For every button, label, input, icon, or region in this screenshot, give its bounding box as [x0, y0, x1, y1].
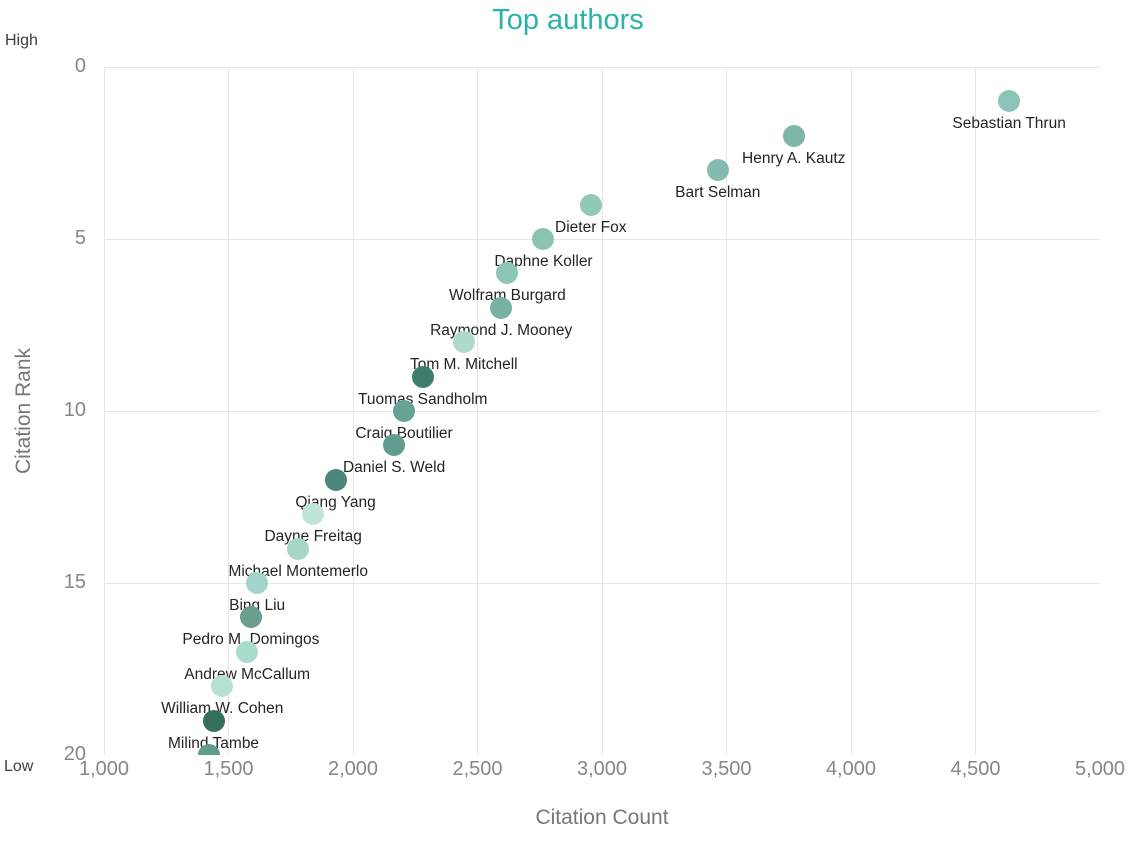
data-point[interactable]	[383, 434, 406, 457]
gridline-horizontal	[104, 67, 1100, 68]
x-axis-title: Citation Count	[535, 806, 669, 829]
data-point-label: Wolfram Burgard	[448, 287, 566, 305]
gridline-horizontal	[104, 238, 1100, 240]
data-point[interactable]	[287, 537, 310, 560]
data-point-label: Tuomas Sandholm	[357, 390, 488, 408]
data-point-label: Milind Tambe	[168, 734, 260, 752]
data-point-label: Daphne Koller	[494, 253, 593, 270]
x-axis-tick-label: 1,000	[78, 758, 130, 780]
x-axis-tick-label: 4,500	[950, 758, 1001, 780]
y-axis-tick-label: 10	[63, 399, 86, 422]
data-point-label: Craig Boutilier	[355, 425, 453, 442]
gridline-horizontal	[104, 754, 1100, 755]
data-point-label: Bart Selman	[675, 184, 761, 202]
x-axis-tick-label: 3,500	[701, 758, 752, 780]
data-point[interactable]	[998, 90, 1021, 113]
y-axis-low-label: Low	[4, 758, 34, 775]
data-point[interactable]	[452, 331, 475, 354]
data-point-label: Daniel S. Weld	[342, 459, 446, 477]
data-point-label: Dayne Freitag	[264, 528, 362, 546]
data-point[interactable]	[324, 468, 347, 491]
y-axis-tick-label: 0	[74, 55, 86, 78]
data-point[interactable]	[239, 606, 262, 629]
x-axis-tick-label: 4,000	[825, 758, 877, 780]
y-axis-tick-label: 5	[74, 227, 86, 250]
y-axis-high-label: High	[5, 32, 38, 49]
data-point[interactable]	[202, 709, 225, 732]
data-point-label: William W. Cohen	[161, 700, 284, 718]
x-axis-tick-label: 1,500	[203, 758, 254, 780]
x-axis-tick-label: 2,000	[327, 758, 379, 780]
x-axis-tick-label: 5,000	[1074, 758, 1126, 780]
data-point[interactable]	[236, 640, 259, 663]
x-axis-tick-label: 2,500	[452, 758, 503, 780]
data-point[interactable]	[579, 193, 602, 216]
data-point[interactable]	[393, 400, 416, 422]
y-axis-tick-label: 15	[63, 571, 86, 594]
data-point[interactable]	[490, 296, 513, 319]
gridline-horizontal	[104, 582, 1100, 584]
gridline-horizontal	[104, 410, 1100, 412]
data-point-label: Sebastian Thrun	[952, 115, 1066, 133]
x-axis-tick-label: 3,000	[576, 758, 628, 780]
data-point[interactable]	[211, 675, 234, 698]
y-axis-tick-label: 20	[63, 743, 86, 766]
data-point-label: Raymond J. Mooney	[430, 321, 573, 339]
data-point[interactable]	[246, 572, 269, 594]
plot-area: Sebastian Thrun Henry A. Kautz Bart Selman…	[104, 67, 1100, 755]
data-point-label: Pedro M. Domingos	[182, 631, 320, 649]
chart-title: Top authors	[492, 4, 644, 36]
data-point[interactable]	[496, 262, 519, 285]
data-point[interactable]	[411, 365, 434, 388]
data-point-label: Dieter Fox	[555, 218, 627, 236]
data-point[interactable]	[782, 124, 805, 147]
data-point[interactable]	[706, 159, 729, 182]
data-point[interactable]	[532, 228, 555, 250]
data-point-label: Andrew McCallum	[184, 665, 311, 683]
data-point-label: Tom M. Mitchell	[409, 356, 518, 374]
data-point[interactable]	[197, 744, 220, 755]
data-point[interactable]	[302, 503, 325, 526]
data-point-label: Henry A. Kautz	[742, 149, 846, 167]
